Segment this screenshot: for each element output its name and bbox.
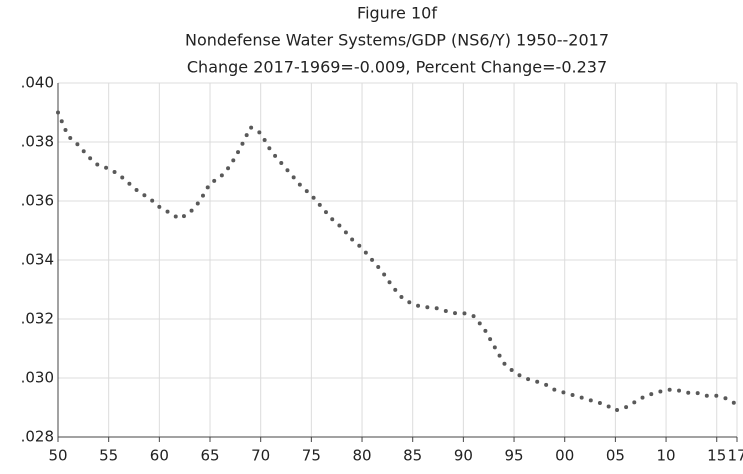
x-tick-label: 00 <box>555 447 574 465</box>
x-tick-label: 70 <box>251 447 270 465</box>
y-tick-label: .032 <box>21 310 54 328</box>
y-tick-label: .028 <box>21 428 54 446</box>
data-line <box>56 110 739 413</box>
x-tick-label: 55 <box>99 447 118 465</box>
x-tick-label: 65 <box>200 447 219 465</box>
chart-annotation: Change 2017-1969=-0.009, Percent Change=… <box>187 58 607 77</box>
x-tick-label: 85 <box>403 447 422 465</box>
chart-subtitle: Nondefense Water Systems/GDP (NS6/Y) 195… <box>185 31 609 50</box>
y-tick-label: .036 <box>21 192 54 210</box>
x-tick-label: 95 <box>504 447 523 465</box>
x-tick-label: 60 <box>150 447 169 465</box>
y-tick-label: .038 <box>21 133 54 151</box>
x-tick-label: 05 <box>606 447 625 465</box>
x-tick-label: 10 <box>657 447 676 465</box>
x-tick-label: 50 <box>48 447 67 465</box>
y-tick-label: .040 <box>21 74 54 92</box>
y-tick-label: .034 <box>21 251 54 269</box>
x-tick-label: 80 <box>352 447 371 465</box>
x-tick-label: 90 <box>454 447 473 465</box>
x-tick-label: 17 <box>727 447 743 465</box>
x-tick-label: 15 <box>707 447 726 465</box>
chart-title: Figure 10f <box>357 4 437 23</box>
y-tick-label: .030 <box>21 369 54 387</box>
x-tick-label: 75 <box>302 447 321 465</box>
